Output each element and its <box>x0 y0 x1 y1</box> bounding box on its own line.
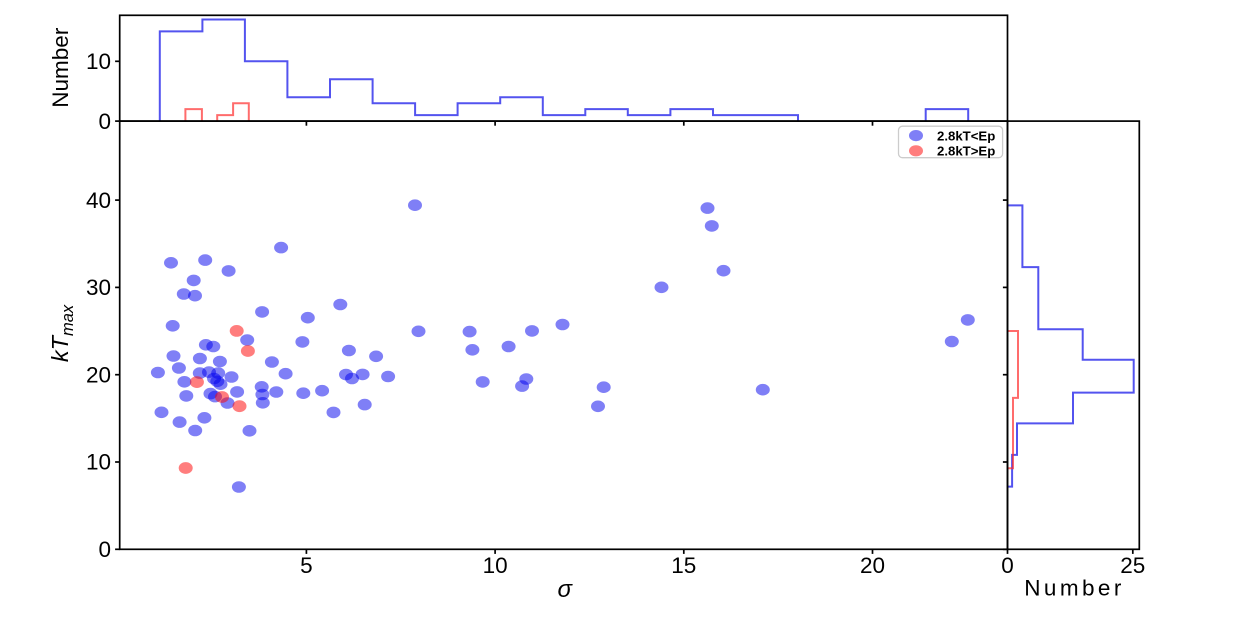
svg-text:Number: Number <box>48 27 73 108</box>
svg-text:10: 10 <box>483 553 508 578</box>
svg-text:0: 0 <box>98 537 111 562</box>
svg-text:0: 0 <box>1001 553 1014 578</box>
svg-text:20: 20 <box>860 553 885 578</box>
svg-text:0: 0 <box>98 109 111 134</box>
svg-text:2.8kT<Ep: 2.8kT<Ep <box>937 128 995 143</box>
svg-text:2.8kT>Ep: 2.8kT>Ep <box>937 144 995 159</box>
svg-text:20: 20 <box>86 362 111 387</box>
svg-text:25: 25 <box>1120 553 1145 578</box>
svg-text:5: 5 <box>300 553 313 578</box>
svg-text:10: 10 <box>86 49 111 74</box>
svg-text:σ: σ <box>558 576 574 603</box>
svg-text:40: 40 <box>86 188 111 213</box>
svg-text:10: 10 <box>86 450 111 475</box>
svg-text:30: 30 <box>86 275 111 300</box>
svg-text:15: 15 <box>671 553 696 578</box>
svg-text:Number: Number <box>1024 576 1124 601</box>
